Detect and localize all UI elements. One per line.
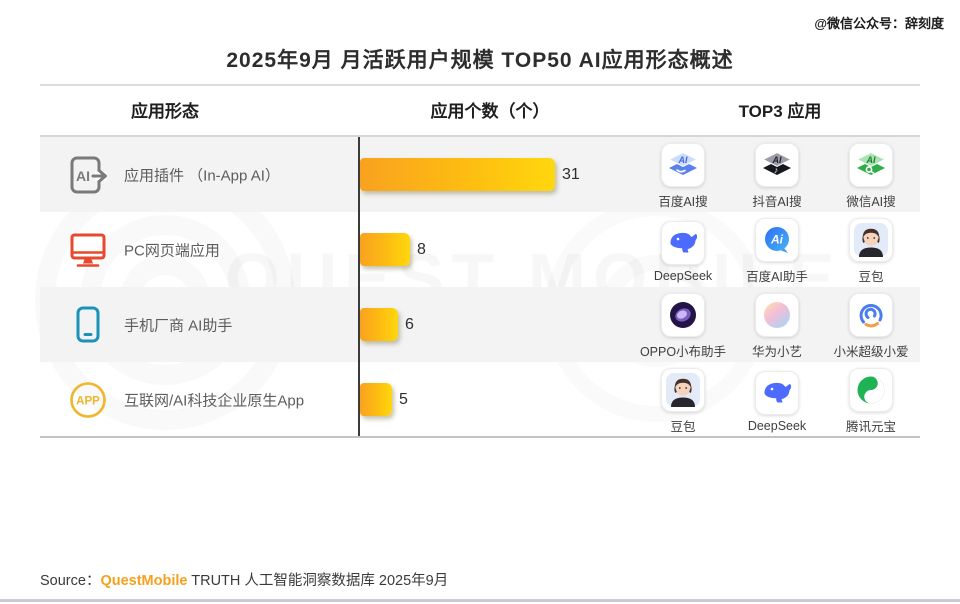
top-app-2: ♪ AI 抖音AI搜	[730, 137, 824, 212]
svg-text:Ai: Ai	[770, 233, 784, 247]
bar-native-app	[360, 383, 392, 416]
app-name: 百度AI助手	[746, 270, 808, 284]
app-name: 小米超级小爱	[833, 345, 909, 359]
top-app-3: 豆包	[824, 212, 918, 287]
table-bottom-divider	[40, 436, 920, 438]
source-line: Source：QuestMobile TRUTH 人工智能洞察数据库 2025年…	[40, 569, 448, 590]
tencent-yuanbao-icon	[849, 368, 893, 412]
bar-value: 8	[417, 240, 426, 258]
source-rest: TRUTH 人工智能洞察数据库 2025年9月	[187, 573, 449, 589]
doubao-icon	[849, 218, 893, 262]
app-name: 豆包	[670, 420, 696, 434]
oppo-breeno-icon	[661, 293, 705, 337]
table-row-phone-vendor: 手机厂商 AI助手 6 OPPO小布助手	[40, 287, 920, 362]
doubao-icon	[661, 368, 705, 412]
header-divider	[40, 135, 920, 137]
title-divider	[40, 84, 920, 86]
top3-apps: DeepSeek Ai	[636, 212, 918, 287]
bar-value: 6	[405, 315, 414, 333]
app-name: 微信AI搜	[846, 195, 896, 209]
app-name: DeepSeek	[747, 418, 807, 433]
bar-pc-web	[360, 233, 410, 266]
app-name: 抖音AI搜	[752, 195, 802, 209]
top-app-3: 腾讯元宝	[824, 362, 918, 437]
top3-apps: AI 百度AI搜 ♪ AI 抖音AI搜	[636, 137, 918, 212]
svg-text:♪: ♪	[774, 165, 779, 175]
wechat-account-watermark: @微信公众号：辞刻度	[814, 16, 944, 31]
deepseek-icon	[661, 220, 705, 265]
bar-in-app-ai	[360, 158, 555, 191]
category-label: 互联网/AI科技企业原生App	[124, 392, 305, 409]
table-row-in-app-ai: AI 应用插件 （In-App AI） 31	[40, 137, 920, 212]
source-prefix: Source：	[40, 573, 101, 589]
chart-axis-line	[358, 137, 360, 436]
pc-monitor-icon	[66, 228, 110, 272]
top3-apps: 豆包 DeepSeek	[636, 362, 918, 437]
app-name: DeepSeek	[653, 268, 713, 283]
top-app-3: 小米超级小爱	[824, 287, 918, 362]
category-label: 手机厂商 AI助手	[124, 317, 233, 334]
baidu-ai-search-icon: AI	[661, 143, 705, 187]
bottom-edge-strip	[0, 599, 960, 602]
svg-text:AI: AI	[866, 155, 876, 165]
svg-text:AI: AI	[76, 168, 90, 184]
top-app-1: OPPO小布助手	[636, 287, 730, 362]
top-app-2: 华为小艺	[730, 287, 824, 362]
bar-value: 5	[399, 390, 408, 408]
top3-apps: OPPO小布助手	[636, 287, 918, 362]
column-header-count: 应用个数（个）	[430, 102, 550, 121]
top-app-3: AI 微信AI搜	[824, 137, 918, 212]
huawei-celia-icon	[755, 293, 799, 337]
category-label: PC网页端应用	[124, 242, 220, 259]
app-name: 华为小艺	[751, 345, 802, 359]
category-label: 应用插件 （In-App AI）	[124, 167, 280, 184]
top-app-1: 豆包	[636, 362, 730, 437]
app-circle-icon: APP	[66, 378, 110, 422]
app-name: 百度AI搜	[658, 195, 708, 209]
xiaomi-xiaoai-icon	[849, 293, 893, 337]
douyin-ai-search-icon: ♪ AI	[755, 143, 799, 187]
source-brand: QuestMobile	[100, 573, 188, 589]
app-name: OPPO小布助手	[639, 345, 727, 359]
column-header-form: 应用形态	[131, 102, 199, 121]
baidu-ai-assistant-icon: Ai	[755, 218, 799, 262]
bar-phone-vendor	[360, 308, 398, 341]
category-table: AI 应用插件 （In-App AI） 31	[40, 137, 920, 437]
svg-text:APP: APP	[76, 395, 100, 407]
page-title: 2025年9月 月活跃用户规模 TOP50 AI应用形态概述	[226, 49, 734, 72]
app-name: 腾讯元宝	[845, 420, 896, 434]
svg-text:AI: AI	[772, 155, 782, 165]
wechat-ai-search-icon: AI	[849, 143, 893, 187]
deepseek-icon	[755, 370, 799, 415]
table-row-pc-web: PC网页端应用 8 DeepSeek	[40, 212, 920, 287]
top-app-1: DeepSeek	[636, 212, 730, 287]
column-header-top3: TOP3 应用	[738, 102, 822, 121]
in-app-ai-icon: AI	[66, 153, 110, 197]
top-app-1: AI 百度AI搜	[636, 137, 730, 212]
bar-value: 31	[562, 165, 580, 183]
top-app-2: DeepSeek	[730, 362, 824, 437]
svg-text:AI: AI	[678, 155, 688, 165]
smartphone-icon	[66, 303, 110, 347]
app-name: 豆包	[858, 270, 884, 284]
top-app-2: Ai 百度AI助手	[730, 212, 824, 287]
table-row-native-app: APP 互联网/AI科技企业原生App 5	[40, 362, 920, 437]
